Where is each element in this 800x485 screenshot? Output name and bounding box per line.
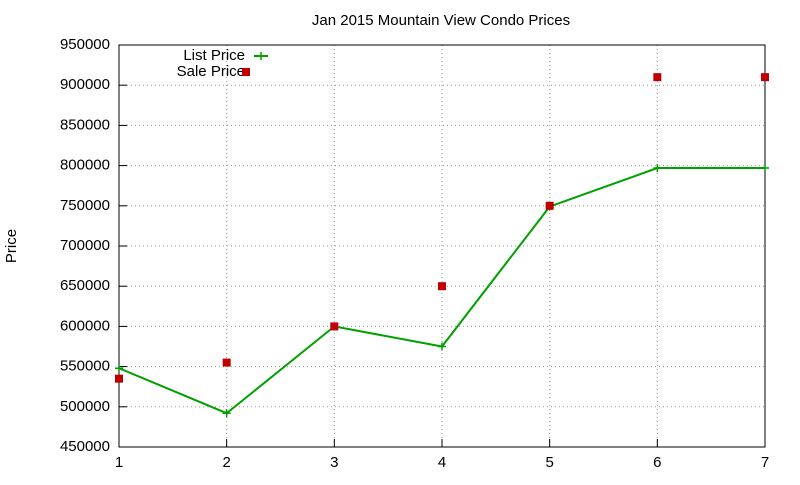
point xyxy=(545,201,554,210)
series-line xyxy=(118,167,765,415)
x-tick-label: 2 xyxy=(222,454,230,471)
y-tick-label: 950000 xyxy=(60,36,110,53)
point xyxy=(653,73,662,82)
chart-title: Jan 2015 Mountain View Condo Prices xyxy=(312,12,570,29)
point xyxy=(222,409,231,418)
x-tick-label: 6 xyxy=(653,454,661,471)
y-tick-label: 900000 xyxy=(60,76,110,93)
x-tick-label: 5 xyxy=(545,454,553,471)
x-tick-label: 7 xyxy=(761,454,769,471)
legend-label: List Price xyxy=(183,47,245,64)
x-tick-label: 3 xyxy=(330,454,338,471)
legend-marker xyxy=(242,68,250,76)
y-axis-label: Price xyxy=(3,229,20,263)
legend-label: Sale Price xyxy=(177,63,245,80)
point xyxy=(761,164,769,173)
legend-marker xyxy=(257,52,265,60)
point xyxy=(330,322,339,331)
point xyxy=(115,374,123,383)
y-tick-label: 850000 xyxy=(60,116,110,133)
point xyxy=(115,364,123,373)
y-tick-label: 700000 xyxy=(60,237,110,254)
x-tick-label: 4 xyxy=(438,454,446,471)
point xyxy=(653,164,662,173)
y-tick-label: 500000 xyxy=(60,398,110,415)
point xyxy=(222,358,231,367)
point xyxy=(761,73,769,82)
y-tick-label: 750000 xyxy=(60,197,110,214)
plot-frame xyxy=(118,44,766,448)
y-tick-label: 650000 xyxy=(60,277,110,294)
y-tick-label: 600000 xyxy=(60,317,110,334)
point xyxy=(438,282,446,291)
y-tick-label: 800000 xyxy=(60,157,110,174)
y-tick-label: 550000 xyxy=(60,358,110,375)
x-tick-label: 1 xyxy=(115,454,123,471)
point xyxy=(438,342,446,351)
y-tick-label: 450000 xyxy=(60,438,110,455)
